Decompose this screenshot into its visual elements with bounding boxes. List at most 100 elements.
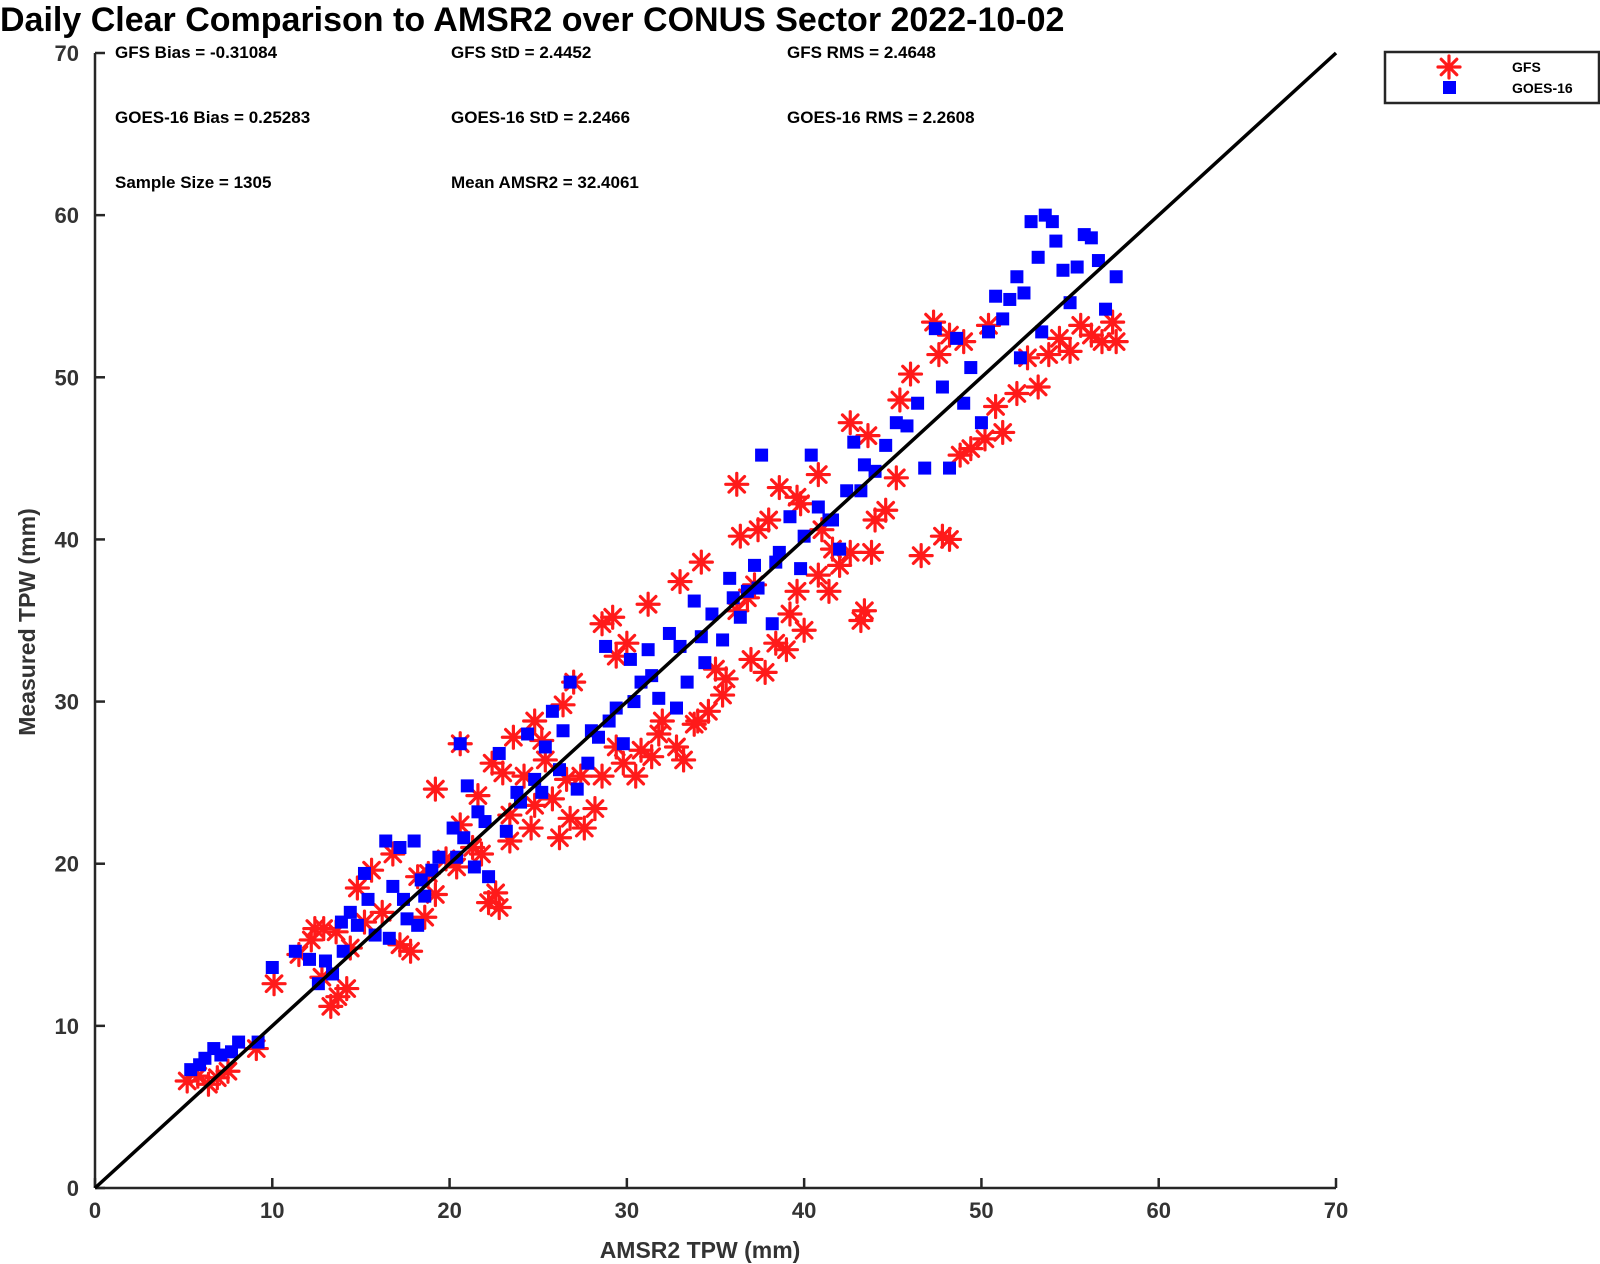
gfs-point bbox=[805, 461, 831, 488]
goes16-point bbox=[361, 892, 375, 906]
goes16-point bbox=[467, 860, 481, 874]
goes16-point bbox=[680, 675, 694, 689]
y-axis-label: Measured TPW (mm) bbox=[14, 508, 40, 735]
goes16-point bbox=[303, 952, 317, 966]
goes16-point bbox=[538, 740, 552, 754]
gfs-point bbox=[571, 815, 597, 841]
goes16-point bbox=[705, 607, 719, 621]
x-tick-label: 40 bbox=[792, 1198, 816, 1223]
legend-gfs-marker bbox=[1436, 54, 1462, 80]
goes16-point bbox=[982, 325, 996, 339]
gfs-point bbox=[1100, 309, 1126, 335]
goes16-point bbox=[453, 737, 467, 751]
gfs-point bbox=[862, 507, 888, 533]
goes16-point bbox=[716, 633, 730, 647]
gfs-point bbox=[614, 630, 640, 656]
goes16-point bbox=[1056, 263, 1070, 277]
goes16-point bbox=[232, 1035, 246, 1049]
legend-goes-marker bbox=[1443, 81, 1456, 94]
goes16-point bbox=[996, 312, 1010, 326]
gfs-point bbox=[557, 805, 583, 831]
goes16-point bbox=[616, 737, 630, 751]
gfs-point bbox=[784, 578, 810, 604]
x-tick-label: 30 bbox=[615, 1198, 639, 1223]
goes16-markers bbox=[184, 208, 1123, 1077]
goes16-point bbox=[457, 831, 471, 845]
goes16-point bbox=[723, 571, 737, 585]
goes16-point bbox=[641, 643, 655, 657]
gfs-point bbox=[983, 393, 1009, 420]
gfs-point bbox=[1025, 374, 1051, 400]
goes16-point bbox=[1013, 351, 1027, 365]
gfs-point bbox=[777, 601, 803, 627]
goes16-point bbox=[794, 562, 808, 576]
gfs-point bbox=[522, 708, 548, 734]
goes16-point bbox=[357, 866, 371, 880]
goes16-point bbox=[432, 850, 446, 864]
goes16-point bbox=[1003, 292, 1017, 306]
goes-bias-text: GOES-16 Bias = 0.25283 bbox=[115, 108, 310, 127]
y-tick-label: 70 bbox=[55, 41, 79, 66]
legend-gfs-label: GFS bbox=[1512, 59, 1541, 75]
x-ticks: 0 10 20 30 40 50 60 70 bbox=[89, 1178, 1348, 1223]
gfs-point bbox=[738, 646, 764, 673]
goes-std-text: GOES-16 StD = 2.2466 bbox=[451, 108, 630, 127]
gfs-point bbox=[887, 387, 913, 413]
goes16-point bbox=[943, 461, 957, 475]
gfs-point bbox=[926, 341, 952, 368]
goes16-point bbox=[556, 724, 570, 738]
goes16-point bbox=[1091, 254, 1105, 268]
goes16-point bbox=[974, 416, 988, 430]
goes16-point bbox=[251, 1035, 265, 1049]
gfs-point bbox=[663, 734, 690, 760]
gfs-point bbox=[1103, 329, 1129, 355]
goes16-point bbox=[900, 419, 914, 433]
gfs-point bbox=[483, 880, 509, 906]
goes16-point bbox=[418, 889, 432, 903]
goes16-point bbox=[1084, 231, 1098, 245]
goes16-point bbox=[783, 510, 797, 524]
goes16-point bbox=[563, 675, 577, 689]
gfs-point bbox=[688, 549, 714, 575]
goes16-point bbox=[379, 834, 393, 848]
gfs-point bbox=[486, 894, 512, 921]
gfs-point bbox=[422, 776, 448, 802]
goes16-point bbox=[1035, 325, 1049, 339]
goes16-point bbox=[414, 873, 428, 887]
goes16-point bbox=[545, 704, 559, 718]
gfs-point bbox=[582, 795, 608, 822]
goes16-point bbox=[889, 416, 903, 430]
gfs-point bbox=[805, 562, 831, 588]
goes16-point bbox=[382, 931, 396, 945]
goes16-point bbox=[957, 396, 971, 410]
goes16-point bbox=[386, 879, 400, 893]
y-tick-label: 30 bbox=[55, 690, 79, 715]
goes16-point bbox=[584, 724, 598, 738]
gfs-point bbox=[589, 763, 615, 789]
goes16-point bbox=[964, 361, 978, 375]
plot-area: 0 10 20 30 40 50 60 70 0 10 20 30 40 50 60 70 bbox=[55, 41, 1349, 1223]
gfs-point bbox=[623, 763, 649, 789]
x-tick-label: 70 bbox=[1324, 1198, 1348, 1223]
goes16-point bbox=[797, 529, 811, 543]
gfs-point bbox=[837, 410, 863, 436]
goes16-point bbox=[765, 617, 779, 631]
gfs-point bbox=[635, 591, 661, 617]
gfs-point bbox=[855, 423, 881, 449]
gfs-std-text: GFS StD = 2.4452 bbox=[451, 43, 591, 62]
gfs-point bbox=[873, 497, 899, 523]
gfs-point bbox=[215, 1058, 241, 1084]
x-tick-label: 20 bbox=[437, 1198, 461, 1223]
gfs-rms-text: GFS RMS = 2.4648 bbox=[787, 43, 936, 62]
goes-rms-text: GOES-16 RMS = 2.2608 bbox=[787, 108, 975, 127]
gfs-point bbox=[568, 763, 594, 789]
gfs-point bbox=[589, 611, 615, 637]
goes16-point bbox=[1045, 215, 1059, 229]
gfs-point bbox=[302, 915, 328, 942]
gfs-point bbox=[773, 637, 800, 663]
stats-block: GFS Bias = -0.31084 GFS StD = 2.4452 GFS… bbox=[115, 43, 975, 192]
gfs-point bbox=[1089, 329, 1115, 355]
gfs-point bbox=[858, 539, 885, 566]
goes16-point bbox=[687, 594, 701, 608]
goes16-point bbox=[755, 448, 769, 462]
